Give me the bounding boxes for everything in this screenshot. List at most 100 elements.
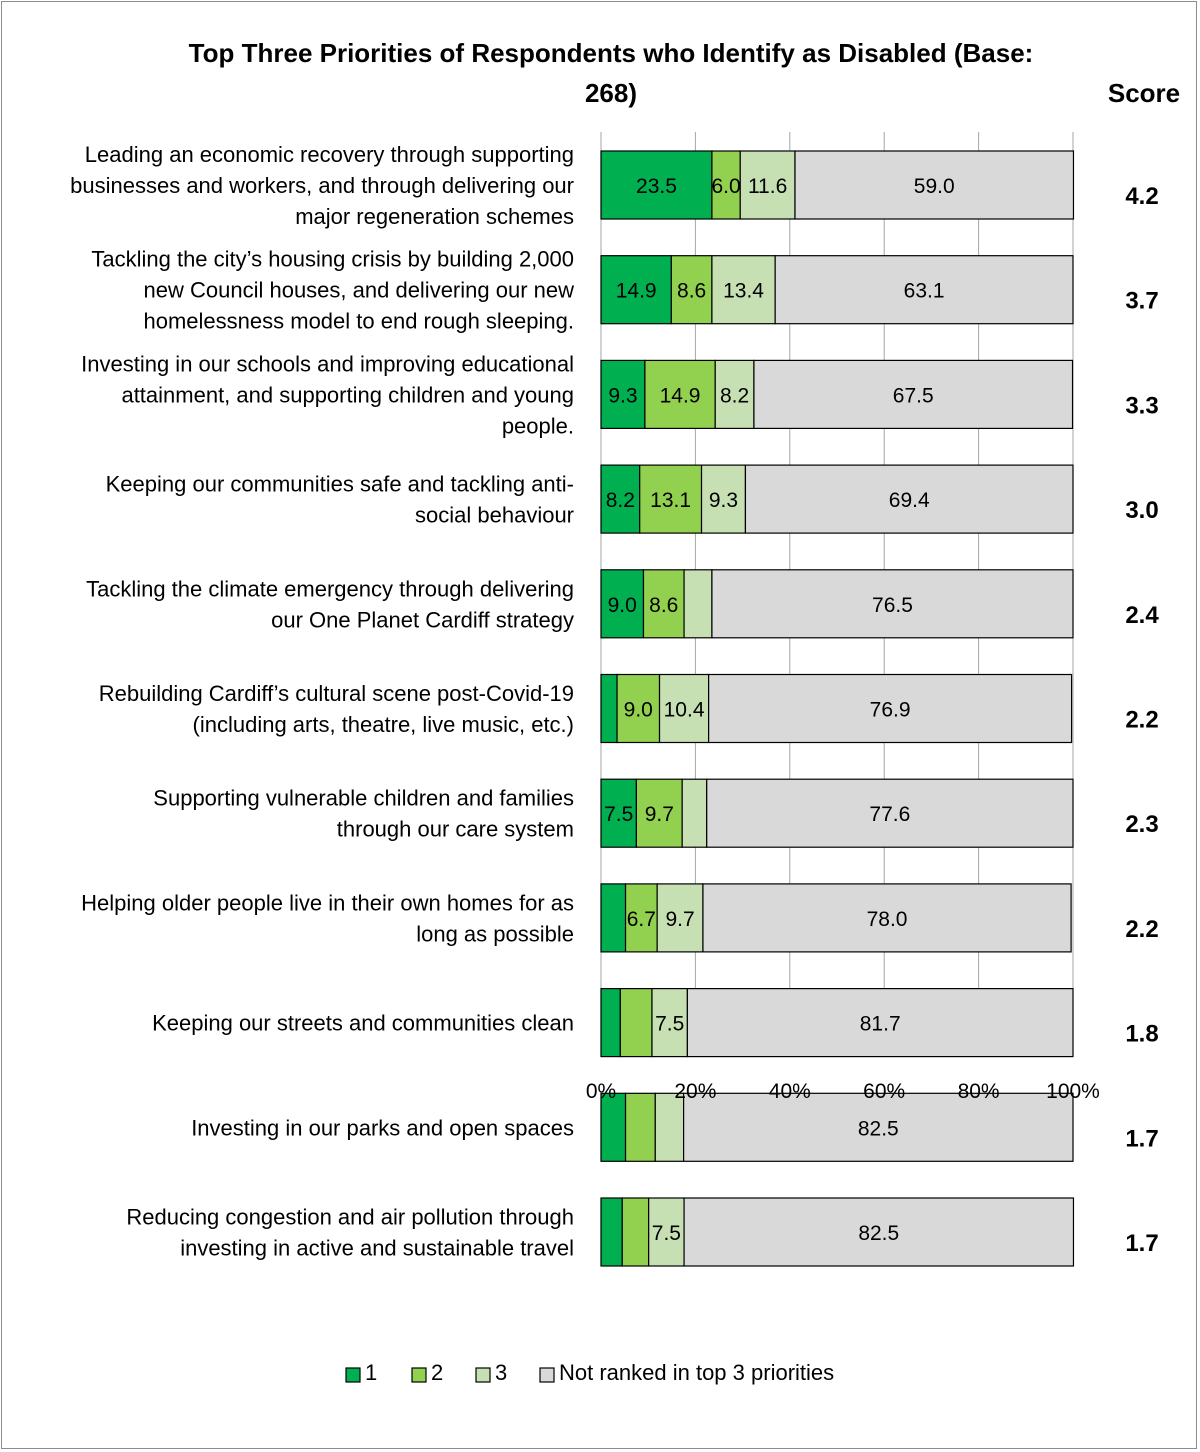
bar-segment — [711, 150, 741, 220]
data-label: 9.3 — [709, 489, 738, 512]
data-label: 77.6 — [869, 803, 910, 826]
category-label: Investing in our parks and open spaces — [191, 1115, 574, 1140]
x-tick-label: 100% — [1046, 1080, 1100, 1103]
bar-segment — [642, 569, 685, 639]
data-label: 14.9 — [660, 384, 701, 407]
x-tick-label: 20% — [674, 1080, 716, 1103]
data-label: 78.0 — [867, 908, 908, 931]
category-label-line: Investing in our parks and open spaces — [191, 1115, 574, 1140]
bar-segment — [681, 778, 708, 848]
bar-segment — [702, 883, 1072, 953]
bar-segment — [794, 150, 1075, 220]
category-label-line: social behaviour — [415, 503, 574, 528]
bar-segment — [656, 883, 704, 953]
data-label: 59.0 — [914, 175, 955, 198]
bar-segment — [600, 569, 645, 639]
score-value: 2.4 — [1125, 602, 1159, 629]
score-value: 1.8 — [1125, 1021, 1158, 1048]
data-label: 8.2 — [606, 489, 635, 512]
bar-segment — [651, 987, 688, 1058]
data-label: 69.4 — [889, 489, 930, 512]
data-label: 63.1 — [904, 280, 945, 303]
bar-segment — [683, 569, 713, 639]
legend-label: 2 — [431, 1360, 443, 1385]
bar-segment — [714, 359, 755, 429]
bar-segment — [700, 464, 747, 534]
bar-segment — [774, 255, 1074, 325]
data-label: 10.4 — [664, 699, 705, 722]
category-label: Rebuilding Cardiff’s cultural scene post… — [99, 681, 574, 737]
chart-title-line: Top Three Priorities of Respondents who … — [189, 38, 1034, 68]
data-label: 8.2 — [720, 384, 749, 407]
data-label: 6.0 — [711, 175, 740, 198]
bar-segment — [600, 673, 618, 744]
category-label-line: new Council houses, and delivering our n… — [144, 278, 575, 303]
data-label: 9.3 — [608, 384, 637, 407]
score-header: Score — [1108, 78, 1180, 108]
bar-segment — [686, 987, 1074, 1058]
x-tick-label: 80% — [958, 1080, 1000, 1103]
data-label: 11.6 — [748, 175, 787, 198]
data-label: 13.1 — [650, 489, 691, 512]
category-label-line: Reducing congestion and air pollution th… — [126, 1205, 574, 1230]
bar-segment — [600, 1092, 627, 1162]
legend-label: 1 — [365, 1360, 377, 1385]
category-label-line: Tackling the climate emergency through d… — [86, 576, 574, 601]
score-value: 2.2 — [1125, 707, 1158, 734]
data-label: 14.9 — [616, 280, 657, 303]
data-label: 6.7 — [627, 908, 656, 931]
category-label: Keeping our streets and communities clea… — [152, 1011, 574, 1036]
bar-segment — [621, 1197, 650, 1267]
bar-segment — [753, 359, 1074, 429]
legend-swatch — [411, 1367, 427, 1383]
score-value: 2.2 — [1125, 916, 1158, 943]
category-label: Tackling the climate emergency through d… — [86, 576, 574, 632]
score-value: 4.2 — [1125, 183, 1158, 210]
category-label: Keeping our communities safe and tacklin… — [106, 472, 574, 528]
chart-title-line: 268) — [585, 78, 637, 108]
bar-segment — [670, 255, 713, 325]
bar-segment — [600, 883, 627, 953]
data-label: 9.7 — [665, 908, 694, 931]
category-label: Investing in our schools and improving e… — [81, 351, 574, 438]
bar-segment — [648, 1197, 685, 1267]
category-label-line: Keeping our communities safe and tacklin… — [106, 472, 574, 497]
category-label-line: attainment, and supporting children and … — [121, 382, 574, 407]
legend-swatch — [475, 1367, 491, 1383]
bar-segment — [644, 359, 716, 429]
category-label: Tackling the city’s housing crisis by bu… — [91, 247, 574, 334]
legend-label: Not ranked in top 3 priorities — [559, 1360, 834, 1385]
data-label: 76.9 — [870, 699, 911, 722]
bar-segment — [683, 1197, 1075, 1267]
bar-segment — [616, 673, 661, 744]
category-label-line: people. — [502, 413, 574, 438]
bar-segment — [654, 1092, 685, 1162]
bar-segment — [600, 359, 646, 429]
legend-label: 3 — [495, 1360, 507, 1385]
category-label-line: Tackling the city’s housing crisis by bu… — [91, 247, 574, 272]
bar-segment — [706, 778, 1074, 848]
category-label: Supporting vulnerable children and famil… — [153, 786, 574, 842]
category-label: Helping older people live in their own h… — [81, 890, 574, 946]
bar-segment — [600, 1197, 623, 1267]
score-value: 1.7 — [1125, 1125, 1158, 1152]
data-label: 7.5 — [655, 1013, 684, 1036]
category-label-line: Leading an economic recovery through sup… — [85, 142, 574, 167]
data-label: 7.5 — [652, 1222, 681, 1245]
chart-title: Top Three Priorities of Respondents who … — [189, 38, 1034, 108]
bar-segment — [600, 987, 621, 1058]
score-value: 1.7 — [1125, 1230, 1158, 1257]
legend-swatch — [539, 1367, 555, 1383]
bar-segment — [600, 150, 713, 220]
category-label-line: investing in active and sustainable trav… — [180, 1236, 574, 1261]
bar-segment — [708, 673, 1073, 744]
bar-segment — [624, 883, 658, 953]
bar-segment — [639, 464, 703, 534]
data-label: 9.0 — [608, 594, 637, 617]
category-label-line: businesses and workers, and through deli… — [70, 173, 574, 198]
x-tick-label: 0% — [586, 1080, 616, 1103]
bar-segment — [711, 569, 1074, 639]
x-tick-label: 60% — [863, 1080, 905, 1103]
